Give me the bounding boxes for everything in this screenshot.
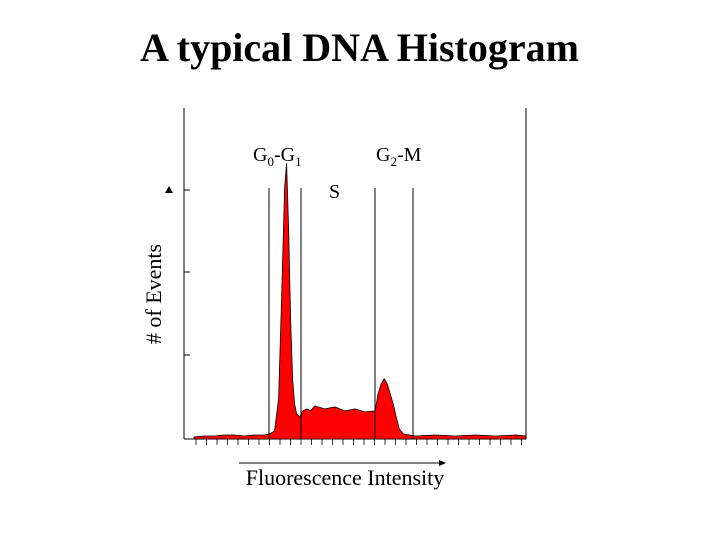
g2m-sub: 2: [390, 154, 397, 169]
g0g1-base1: G: [253, 144, 267, 166]
right-arrow-icon: [439, 460, 446, 466]
x-axis-label: Fluorescence Intensity: [246, 465, 445, 490]
y-ticks: [184, 189, 190, 356]
region-label-g2m: G2-M: [376, 144, 422, 169]
g0g1-sub1: 0: [267, 154, 274, 169]
page-title: A typical DNA Histogram: [140, 25, 579, 70]
g2m-base: G: [376, 144, 390, 166]
x-ticks: [195, 439, 522, 445]
region-label-g0g1: G0-G1: [253, 144, 302, 169]
y-axis-label: # of Events: [141, 244, 166, 344]
histogram-area: [193, 163, 527, 440]
up-arrow-icon: [165, 186, 173, 193]
region-label-s: S: [329, 181, 340, 203]
g0g1-mid: -G: [274, 144, 295, 166]
g2m-rest: -M: [397, 144, 422, 166]
g0g1-sub2: 1: [295, 154, 302, 169]
